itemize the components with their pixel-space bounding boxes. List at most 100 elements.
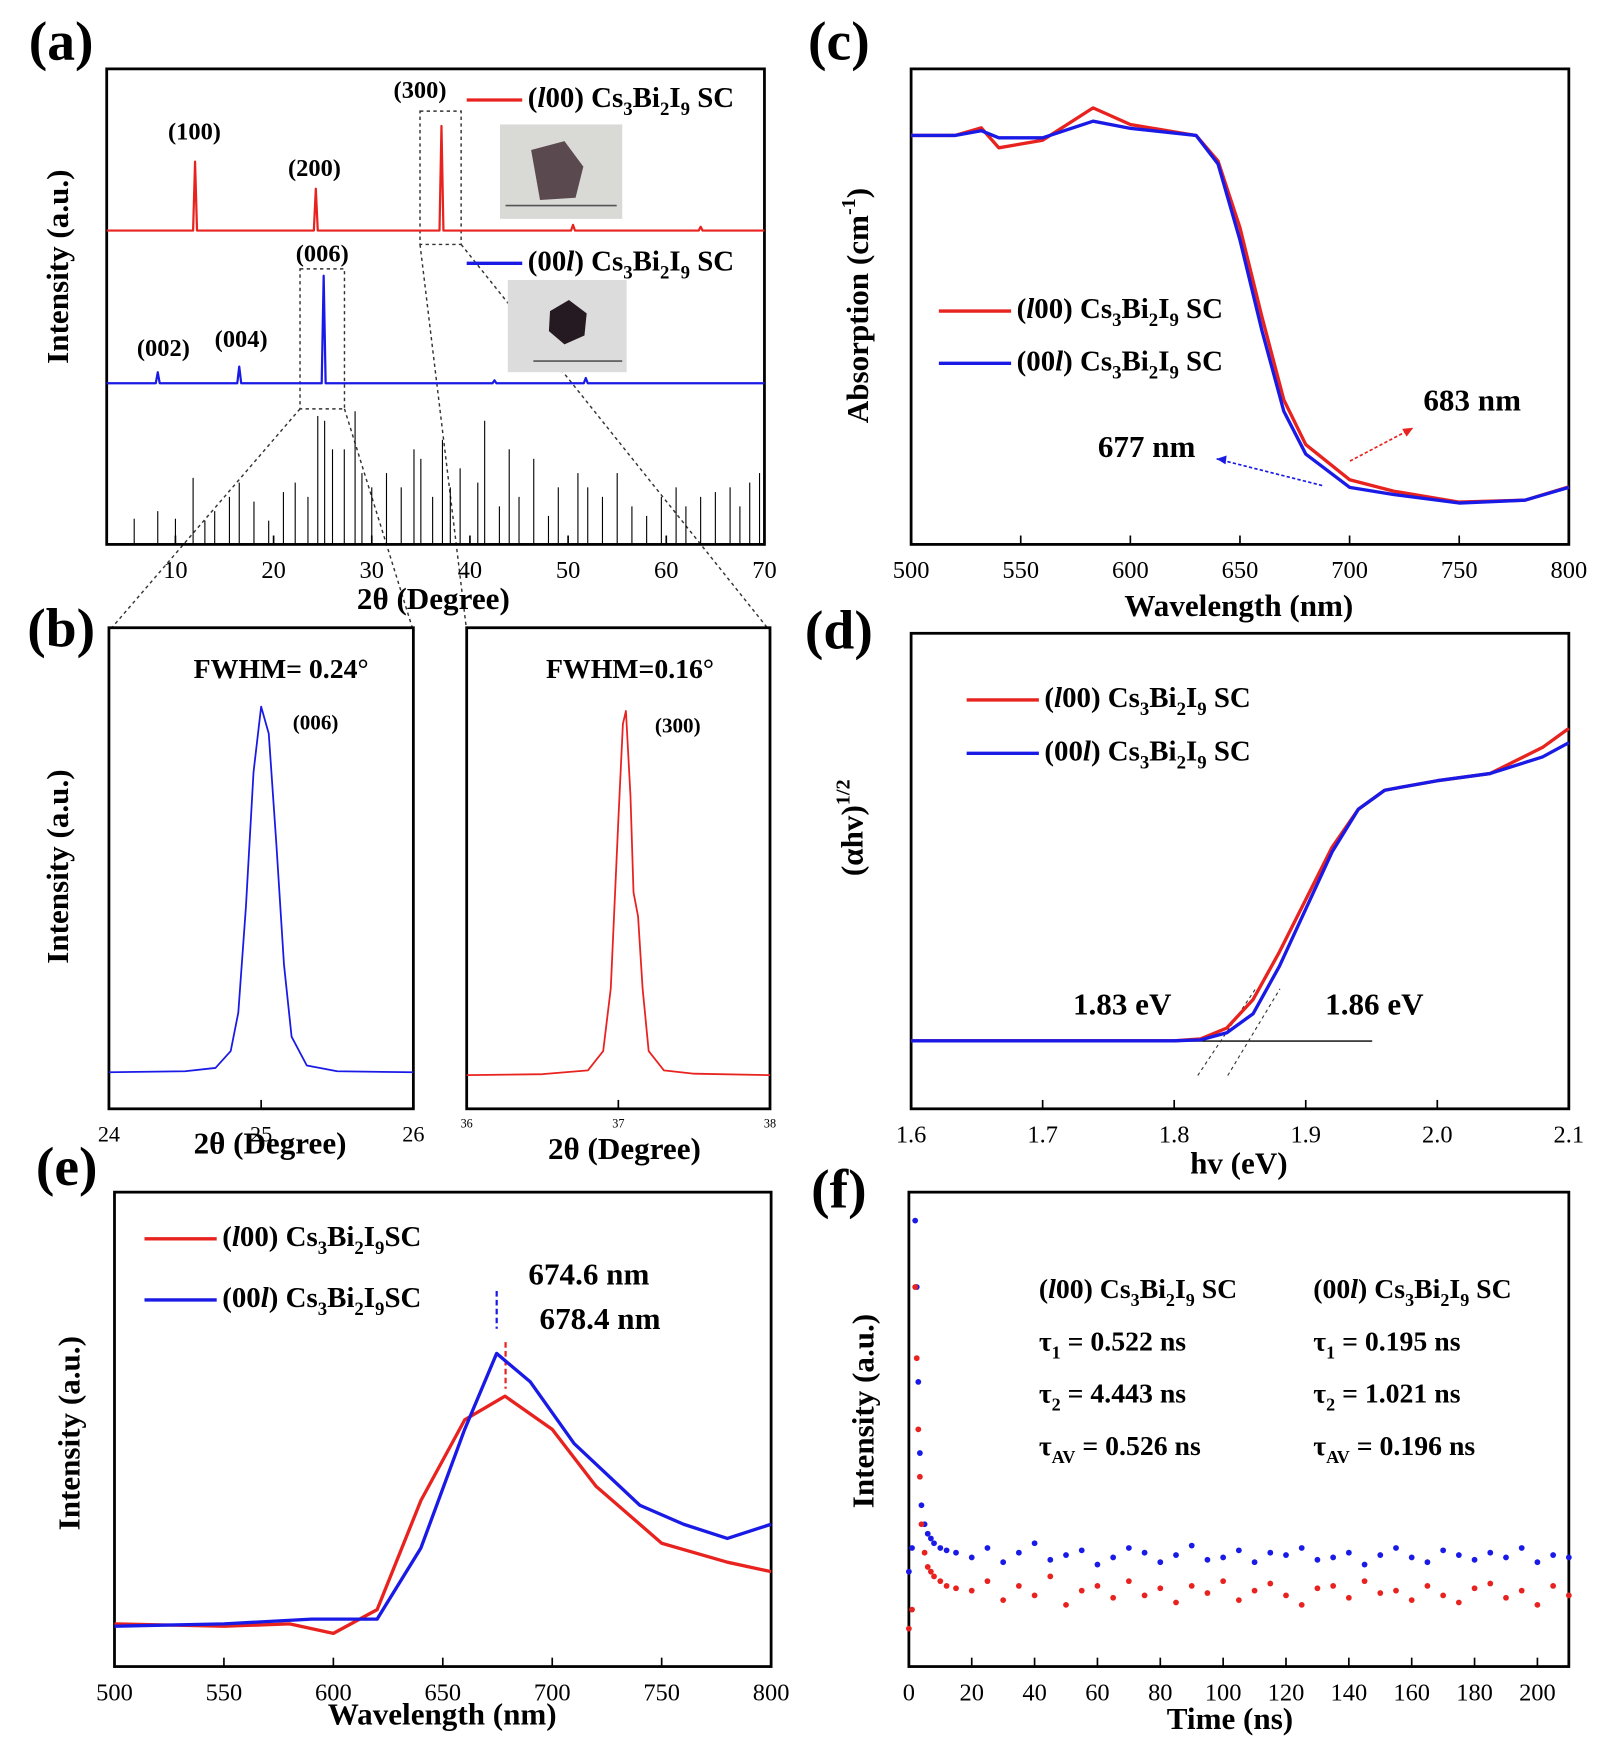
- x-axis-label: Wavelength (nm): [328, 1697, 557, 1732]
- scatter-point: [1078, 1587, 1085, 1594]
- scatter-point: [1157, 1559, 1164, 1566]
- scatter-point: [1047, 1556, 1054, 1563]
- y-axis-label: Absorption (cm-1): [838, 188, 876, 423]
- scatter-point: [1094, 1583, 1101, 1589]
- plot-frame: [113, 1190, 773, 1668]
- scatter-point: [937, 1545, 944, 1551]
- y-axis-label: Intensity (a.u.): [40, 169, 75, 363]
- x-tick-label: 1.7: [1027, 1121, 1058, 1148]
- x-tick-label: 20: [261, 557, 285, 584]
- x-tick-label: 800: [753, 1679, 790, 1706]
- x-tick-label: 36: [461, 1116, 473, 1130]
- annotation: 683 nm: [1423, 382, 1521, 417]
- scatter-point: [1235, 1547, 1242, 1554]
- annotation: τ1 = 0.195 ns: [1313, 1327, 1460, 1363]
- panel-label: (c): [808, 10, 870, 72]
- scatter-point: [984, 1578, 991, 1585]
- x-tick-label: 200: [1519, 1679, 1556, 1706]
- tangent-line: [1227, 988, 1281, 1076]
- series-line: [106, 124, 765, 232]
- series-line: [106, 274, 765, 385]
- annotation: (300): [394, 77, 447, 104]
- x-tick-label: 550: [1002, 557, 1039, 584]
- scatter-point: [1534, 1601, 1541, 1608]
- panel-label: (b): [27, 597, 95, 659]
- legend-label: (00l) Cs3Bi2I9 SC: [528, 245, 734, 283]
- scatter-point: [1267, 1580, 1274, 1587]
- annotation: (200): [288, 155, 341, 182]
- scatter-point: [1455, 1552, 1462, 1558]
- x-tick-label: 25: [250, 1122, 272, 1147]
- x-tick-label: 2.0: [1422, 1121, 1453, 1148]
- x-tick-label: 2.1: [1554, 1121, 1585, 1148]
- scatter-point: [953, 1549, 959, 1556]
- scatter-point: [953, 1585, 959, 1592]
- scatter-point: [1471, 1556, 1478, 1563]
- x-axis-label: 2θ (Degree): [548, 1131, 701, 1166]
- series-line: [108, 705, 414, 1074]
- x-tick-label: 700: [1331, 557, 1368, 584]
- scatter-point: [927, 1568, 934, 1575]
- y-axis-label: (αhv)1/2: [832, 779, 870, 876]
- x-tick-label: 40: [458, 557, 482, 584]
- decorations: [108, 110, 1414, 1389]
- x-tick-label: 50: [556, 557, 580, 584]
- annotation: τ2 = 4.443 ns: [1039, 1379, 1186, 1415]
- x-axis-label: 2θ (Degree): [357, 581, 510, 616]
- scatter-point: [984, 1545, 991, 1551]
- series-line: [911, 741, 1570, 1043]
- scatter-point: [1361, 1561, 1368, 1568]
- series-line: [114, 1351, 772, 1628]
- scatter-point: [1565, 1592, 1572, 1599]
- scatter-point: [915, 1426, 922, 1433]
- x-tick-label: 40: [1022, 1679, 1046, 1706]
- panel-label: (f): [811, 1158, 867, 1220]
- scatter-point: [1110, 1554, 1117, 1561]
- x-tick-label: 100: [1205, 1679, 1242, 1706]
- scatter-point: [1518, 1587, 1525, 1594]
- zoom-box: [299, 268, 346, 410]
- scatter-point: [1534, 1559, 1541, 1566]
- annotation: 678.4 nm: [540, 1301, 661, 1336]
- scatter-point: [1204, 1590, 1211, 1596]
- scatter-point: [1455, 1599, 1462, 1606]
- scatter-point: [943, 1583, 950, 1589]
- x-tick-label: 0: [903, 1679, 915, 1706]
- x-tick-label: 160: [1393, 1679, 1430, 1706]
- series-line: [911, 119, 1570, 505]
- scatter-point: [1330, 1554, 1337, 1561]
- scatter-point: [968, 1587, 975, 1594]
- scatter-point: [1141, 1549, 1148, 1556]
- scatter-point: [1267, 1549, 1274, 1556]
- x-tick-label: 140: [1331, 1679, 1368, 1706]
- zoom-line: [419, 244, 468, 632]
- scatter-point: [1440, 1547, 1447, 1554]
- legend-label: (l00) Cs3Bi2I9 SC: [528, 82, 734, 120]
- series-line: [466, 710, 771, 1077]
- x-axis-label: Time (ns): [1167, 1701, 1293, 1736]
- x-tick-label: 650: [424, 1679, 461, 1706]
- y-axis-label: Intensity (a.u.): [51, 1336, 86, 1530]
- plot-frame: [907, 1190, 1571, 1668]
- scatter-point: [1094, 1561, 1101, 1568]
- x-tick-label: 1.9: [1290, 1121, 1321, 1148]
- scatter-point: [937, 1578, 944, 1585]
- scatter-point: [1031, 1540, 1038, 1547]
- scatter-point: [1188, 1583, 1195, 1589]
- annotation: (004): [215, 326, 268, 353]
- scatter-point: [1204, 1556, 1211, 1563]
- scatter-point: [905, 1625, 912, 1632]
- x-tick-label: 800: [1551, 557, 1588, 584]
- scatter-point: [931, 1573, 937, 1580]
- scatter-point: [1015, 1583, 1022, 1589]
- x-tick-label: 600: [1112, 557, 1149, 584]
- annotation: 1.86 eV: [1325, 987, 1424, 1022]
- scatter-point: [1408, 1597, 1415, 1604]
- annotation: 1.83 eV: [1073, 987, 1172, 1022]
- arrow: [1216, 458, 1323, 487]
- scatter-point: [924, 1564, 931, 1570]
- panel-label: (e): [36, 1136, 98, 1198]
- scatter-point: [1345, 1594, 1352, 1601]
- x-tick-label: 180: [1456, 1679, 1493, 1706]
